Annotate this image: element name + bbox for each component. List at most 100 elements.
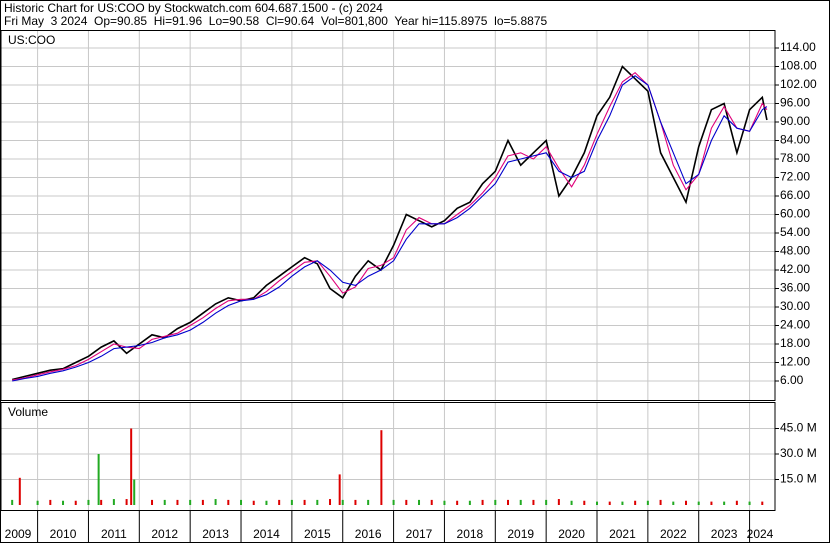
x-tick-label: 2013 xyxy=(202,527,229,541)
y-tick-label: 6.00 xyxy=(780,373,804,387)
volume-bar xyxy=(151,499,154,505)
y-tick-label: 84.00 xyxy=(780,133,810,147)
volume-bar xyxy=(634,500,637,505)
volume-bar xyxy=(672,501,675,505)
volume-bar xyxy=(11,499,14,505)
volume-bar xyxy=(596,501,599,505)
volume-bar xyxy=(201,499,204,505)
volume-bar xyxy=(507,499,510,505)
y-tick-label: 72.00 xyxy=(780,170,810,184)
volume-bar xyxy=(189,499,192,505)
volume-bar xyxy=(761,501,764,505)
volume-bar xyxy=(418,499,421,505)
y-tick-label: 12.00 xyxy=(780,355,810,369)
volume-bar xyxy=(685,500,688,505)
header-line-2: Fri May 3 2024 Op=90.85 Hi=91.96 Lo=90.5… xyxy=(4,14,548,28)
volume-bar xyxy=(405,499,408,505)
volume-bar xyxy=(214,499,217,505)
volume-bar xyxy=(338,474,341,505)
volume-bar xyxy=(659,499,662,505)
y-tick-label: 15.0 M xyxy=(780,472,817,486)
volume-bar xyxy=(380,430,383,505)
volume-bar xyxy=(519,499,522,505)
y-tick-label: 66.00 xyxy=(780,188,810,202)
y-tick-label: 18.00 xyxy=(780,336,810,350)
volume-bar xyxy=(227,499,230,505)
volume-bar xyxy=(265,500,268,505)
volume-bar xyxy=(367,499,370,505)
volume-bar xyxy=(74,500,77,505)
y-tick-label: 24.00 xyxy=(780,318,810,332)
volume-bar xyxy=(100,499,103,505)
volume-bar xyxy=(112,499,115,505)
volume-bar xyxy=(303,499,306,505)
y-tick-label: 102.00 xyxy=(780,77,817,91)
price-line xyxy=(12,75,768,382)
y-tick-label: 36.00 xyxy=(780,281,810,295)
volume-bar xyxy=(697,501,700,505)
x-tick-label: 2010 xyxy=(50,527,77,541)
volume-bar xyxy=(130,428,133,505)
x-tick-label: 2011 xyxy=(101,527,127,541)
volume-bar xyxy=(748,501,751,505)
volume-bar xyxy=(278,499,281,505)
x-tick-label: 2022 xyxy=(660,527,687,541)
volume-bar xyxy=(290,499,293,505)
y-tick-label: 60.00 xyxy=(780,207,810,221)
volume-bar xyxy=(723,501,726,505)
volume-bar xyxy=(316,499,319,505)
x-tick-label: 2017 xyxy=(406,527,433,541)
volume-bar xyxy=(18,477,21,505)
y-tick-label: 96.00 xyxy=(780,96,810,110)
volume-bar xyxy=(36,500,39,505)
volume-bar xyxy=(87,499,90,505)
volume-bar xyxy=(570,500,573,505)
x-tick-label: 2021 xyxy=(609,527,636,541)
volume-bar xyxy=(481,499,484,505)
x-tick-label: 2018 xyxy=(457,527,484,541)
y-tick-label: 30.00 xyxy=(780,299,810,313)
x-tick-label: 2024 xyxy=(747,527,774,541)
x-tick-label: 2015 xyxy=(304,527,331,541)
volume-bar xyxy=(97,454,100,505)
price-panel-label: US:COO xyxy=(8,33,55,47)
volume-bar xyxy=(456,500,459,505)
volume-bar xyxy=(583,500,586,505)
volume-bar xyxy=(646,500,649,505)
x-tick-label: 2016 xyxy=(355,527,382,541)
volume-bar xyxy=(430,499,433,505)
volume-bar xyxy=(176,499,179,505)
y-tick-label: 48.00 xyxy=(780,244,810,258)
y-tick-label: 45.0 M xyxy=(780,421,817,435)
y-tick-label: 90.00 xyxy=(780,114,810,128)
volume-bar xyxy=(494,499,497,505)
y-tick-label: 78.00 xyxy=(780,151,810,165)
y-tick-label: 30.0 M xyxy=(780,446,817,460)
volume-bar xyxy=(735,500,738,505)
volume-bar xyxy=(240,499,243,505)
volume-bar xyxy=(710,501,713,505)
x-tick-label: 2012 xyxy=(151,527,178,541)
x-tick-label: 2020 xyxy=(558,527,585,541)
y-tick-label: 108.00 xyxy=(780,59,817,73)
volume-bar xyxy=(133,479,136,505)
volume-bar xyxy=(49,499,52,505)
x-tick-label: 2019 xyxy=(507,527,534,541)
volume-panel-label: Volume xyxy=(8,405,48,419)
y-tick-label: 114.00 xyxy=(780,40,816,54)
volume-bar xyxy=(62,500,65,505)
x-tick-label: 2014 xyxy=(253,527,280,541)
volume-bar xyxy=(392,499,395,505)
volume-bar xyxy=(621,501,624,505)
volume-bar xyxy=(608,501,611,505)
volume-bar xyxy=(545,499,548,505)
volume-bar xyxy=(468,500,471,505)
y-tick-label: 54.00 xyxy=(780,225,810,239)
price-line xyxy=(12,65,768,381)
price-panel xyxy=(0,30,776,401)
volume-bar xyxy=(354,499,357,505)
header-line-1: Historic Chart for US:COO by Stockwatch.… xyxy=(4,1,383,15)
volume-bar xyxy=(532,499,535,505)
